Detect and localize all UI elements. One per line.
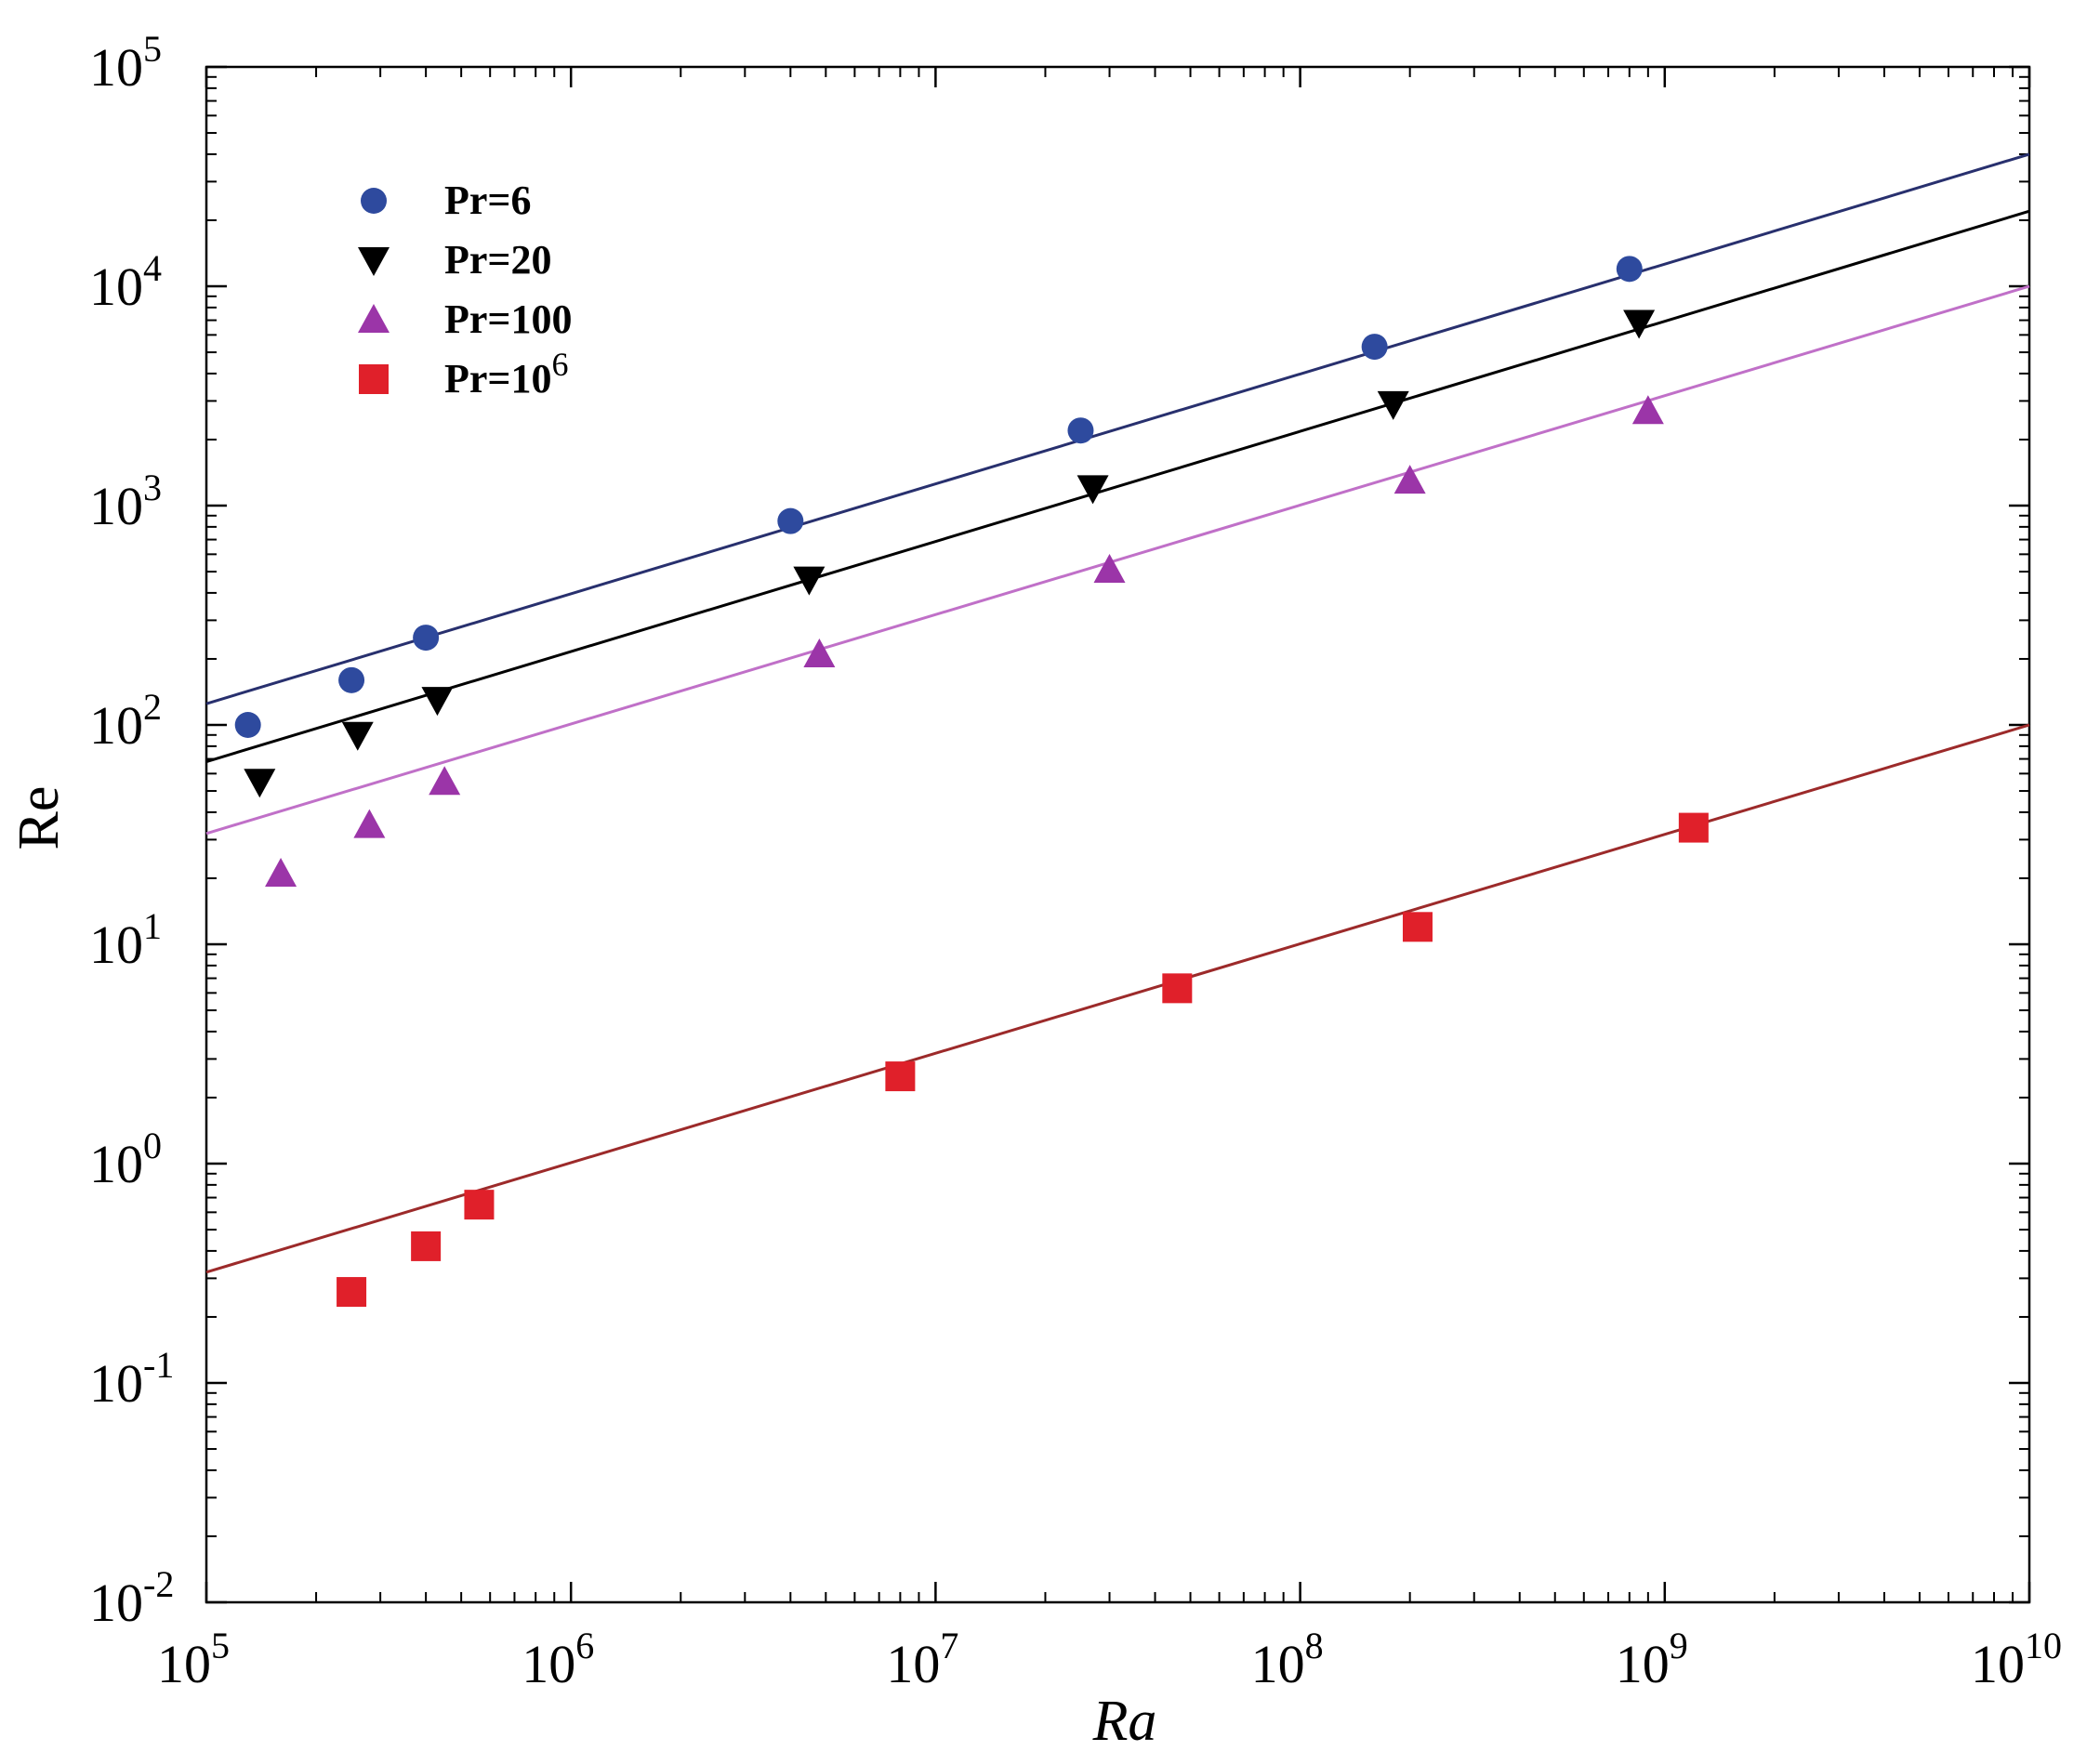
- data-point: [341, 721, 374, 751]
- data-point: [234, 712, 261, 738]
- data-point: [1162, 973, 1193, 1004]
- data-point: [429, 766, 461, 796]
- data-point: [1678, 812, 1709, 843]
- data-point: [803, 638, 836, 667]
- data-point: [793, 566, 825, 596]
- data-point: [338, 666, 365, 693]
- y-axis-label: Re: [7, 786, 71, 850]
- data-point: [885, 1061, 916, 1092]
- legend-marker: [358, 247, 390, 276]
- x-tick-label: 105: [157, 1625, 230, 1694]
- y-tick-label: 105: [89, 28, 162, 98]
- legend-marker: [358, 304, 390, 333]
- legend-marker: [361, 188, 387, 214]
- legend-marker: [359, 364, 389, 394]
- data-point: [1377, 390, 1409, 420]
- data-point: [265, 857, 297, 887]
- fit-line: [205, 152, 2030, 705]
- data-point: [1623, 309, 1656, 339]
- legend-label: Pr=20: [444, 237, 551, 283]
- legend-label: Pr=106: [444, 346, 568, 402]
- data-point: [1076, 475, 1109, 505]
- data-point: [337, 1277, 367, 1308]
- data-point: [1393, 465, 1426, 494]
- data-point: [1361, 334, 1388, 361]
- y-tick-label: 100: [89, 1125, 162, 1194]
- legend-label: Pr=6: [444, 178, 531, 223]
- y-tick-label: 104: [89, 247, 162, 317]
- data-point: [1616, 256, 1643, 283]
- x-tick-label: 107: [886, 1625, 958, 1694]
- x-tick-label: 108: [1251, 1625, 1324, 1694]
- fit-line: [205, 723, 2030, 1274]
- fit-lines-group: [205, 152, 2030, 1274]
- data-point: [1067, 417, 1094, 444]
- data-point: [411, 1231, 442, 1261]
- tick-labels-group: 105 106 107 108 109 1010 10-2 10-1 100 101 102 103 1…: [89, 28, 2062, 1694]
- y-tick-label: 10-2: [89, 1563, 174, 1633]
- data-point: [353, 809, 386, 838]
- legend-label: Pr=100: [444, 296, 572, 342]
- plot-frame: [205, 65, 2031, 1604]
- data-point: [1402, 912, 1433, 942]
- x-tick-label: 106: [522, 1625, 594, 1694]
- x-tick-label: 1010: [1971, 1625, 2062, 1694]
- data-point: [421, 687, 454, 717]
- y-tick-label: 102: [89, 686, 162, 756]
- fit-line: [205, 209, 2030, 763]
- y-tick-label: 103: [89, 467, 162, 536]
- data-point: [464, 1190, 495, 1220]
- x-tick-label: 109: [1616, 1625, 1688, 1694]
- fit-line: [205, 284, 2030, 836]
- y-tick-label: 10-1: [89, 1344, 174, 1414]
- y-tick-label: 101: [89, 905, 162, 975]
- x-axis-label: Ra: [1092, 1690, 1157, 1751]
- plot-frame-group: [205, 65, 2031, 1604]
- data-points-group: [234, 256, 1709, 1308]
- data-point: [1631, 395, 1664, 425]
- data-point: [244, 769, 276, 798]
- data-point: [777, 507, 804, 534]
- data-point: [413, 625, 440, 652]
- data-point: [1093, 554, 1126, 584]
